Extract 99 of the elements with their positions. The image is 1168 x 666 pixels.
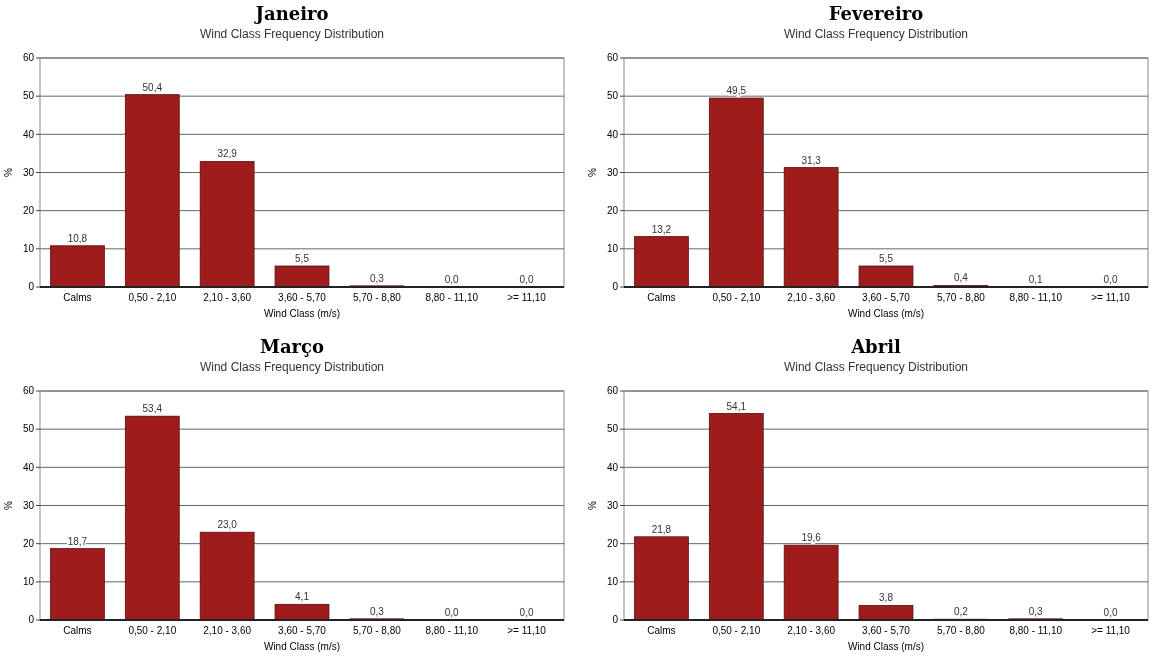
- x-tick-label: 5,70 - 8,80: [936, 292, 986, 303]
- chart-title: Março: [259, 336, 325, 357]
- x-tick-label: 0,50 - 2,10: [128, 292, 177, 303]
- x-tick-label: 8,80 - 11,10: [1009, 292, 1063, 303]
- data-label: 19,6: [801, 532, 822, 544]
- x-tick-label: >= 11,10: [507, 625, 547, 636]
- data-label: 0,3: [369, 272, 385, 284]
- y-tick-label: 0: [612, 281, 619, 293]
- data-label: 5,5: [295, 253, 310, 265]
- y-tick-label: 10: [606, 243, 619, 255]
- data-label: 0,0: [1103, 274, 1118, 285]
- x-tick-label: 0,50 - 2,10: [128, 625, 177, 636]
- y-tick-label: 20: [606, 537, 619, 549]
- x-tick-label: 5,70 - 8,80: [936, 625, 986, 636]
- y-tick-label: 60: [606, 385, 619, 397]
- x-tick-label: 8,80 - 11,10: [425, 625, 479, 636]
- x-tick-label: Calms: [63, 292, 92, 303]
- x-tick-label: 2,10 - 3,60: [203, 292, 252, 303]
- data-label: 4,1: [295, 591, 310, 603]
- y-tick-label: 0: [28, 281, 35, 293]
- x-tick-label: 2,10 - 3,60: [787, 625, 836, 636]
- x-axis-title: Wind Class (m/s): [263, 641, 341, 652]
- x-tick-label: Calms: [647, 292, 676, 303]
- data-label: 53,4: [142, 403, 163, 415]
- data-label: 32,9: [217, 148, 238, 160]
- data-label: 0,2: [953, 606, 969, 618]
- chart-title: Janeiro: [253, 3, 329, 24]
- x-axis-title: Wind Class (m/s): [847, 308, 925, 319]
- y-tick-label: 20: [22, 204, 35, 216]
- x-tick-label: 3,60 - 5,70: [278, 625, 327, 636]
- data-label: 0,1: [1028, 273, 1044, 285]
- data-label: 31,3: [801, 154, 822, 166]
- y-tick-label: 30: [606, 499, 619, 511]
- y-tick-label: 40: [606, 461, 619, 473]
- chart-title: Abril: [850, 336, 902, 357]
- y-tick-label: 10: [22, 576, 35, 588]
- x-tick-label: 2,10 - 3,60: [203, 625, 252, 636]
- x-tick-label: 5,70 - 8,80: [352, 625, 402, 636]
- data-label: 0,0: [1103, 607, 1118, 618]
- data-label: 10,8: [67, 232, 88, 244]
- data-label: 3,8: [879, 592, 894, 604]
- chart-subtitle: Wind Class Frequency Distribution: [199, 27, 385, 41]
- data-label: 0,0: [519, 607, 534, 618]
- y-tick-label: 20: [606, 204, 619, 216]
- data-label: 0,0: [519, 274, 534, 285]
- x-tick-label: >= 11,10: [1091, 625, 1131, 636]
- y-tick-label: 60: [606, 52, 619, 64]
- x-tick-label: 2,10 - 3,60: [787, 292, 836, 303]
- x-tick-label: 0,50 - 2,10: [712, 625, 761, 636]
- data-label: 21,8: [651, 523, 672, 535]
- x-tick-label: 3,60 - 5,70: [862, 625, 911, 636]
- x-tick-label: 0,50 - 2,10: [712, 292, 761, 303]
- data-label: 0,3: [369, 605, 385, 617]
- y-tick-label: 50: [606, 423, 619, 435]
- chart-subtitle: Wind Class Frequency Distribution: [783, 360, 969, 374]
- data-label: 0,3: [1028, 605, 1044, 617]
- data-label: 54,1: [726, 400, 747, 412]
- x-tick-label: 3,60 - 5,70: [862, 292, 911, 303]
- y-tick-label: 10: [22, 243, 35, 255]
- x-tick-label: 8,80 - 11,10: [425, 292, 479, 303]
- y-tick-label: 50: [606, 90, 619, 102]
- y-axis-title: %: [587, 500, 598, 510]
- x-tick-label: 3,60 - 5,70: [278, 292, 327, 303]
- x-tick-label: 5,70 - 8,80: [352, 292, 402, 303]
- x-tick-label: Calms: [63, 625, 92, 636]
- data-label: 5,5: [879, 253, 894, 265]
- data-label: 23,0: [217, 519, 238, 531]
- data-label: 13,2: [651, 223, 672, 235]
- y-axis-title: %: [587, 167, 598, 177]
- y-tick-label: 40: [22, 128, 35, 140]
- data-label: 50,4: [142, 81, 163, 93]
- y-tick-label: 60: [22, 385, 35, 397]
- data-label: 0,4: [953, 272, 969, 284]
- y-tick-label: 10: [606, 576, 619, 588]
- data-label: 49,5: [726, 85, 747, 97]
- x-tick-label: 8,80 - 11,10: [1009, 625, 1063, 636]
- y-tick-label: 0: [28, 614, 35, 626]
- x-tick-label: >= 11,10: [507, 292, 547, 303]
- chart-subtitle: Wind Class Frequency Distribution: [783, 27, 969, 41]
- y-tick-label: 30: [606, 166, 619, 178]
- y-tick-label: 20: [22, 537, 35, 549]
- data-label: 0,0: [444, 274, 460, 285]
- x-axis-title: Wind Class (m/s): [847, 641, 925, 652]
- chart-subtitle: Wind Class Frequency Distribution: [199, 360, 385, 374]
- y-tick-label: 40: [22, 461, 35, 473]
- y-axis-title: %: [3, 167, 14, 177]
- y-tick-label: 50: [22, 90, 35, 102]
- data-label: 0,0: [444, 607, 460, 618]
- chart-title: Fevereiro: [828, 3, 924, 24]
- y-tick-label: 30: [22, 499, 35, 511]
- y-tick-label: 30: [22, 166, 35, 178]
- x-tick-label: Calms: [647, 625, 676, 636]
- y-tick-label: 0: [612, 614, 619, 626]
- y-tick-label: 40: [606, 128, 619, 140]
- y-tick-label: 50: [22, 423, 35, 435]
- y-tick-label: 60: [22, 52, 35, 64]
- y-axis-title: %: [3, 500, 14, 510]
- x-tick-label: >= 11,10: [1091, 292, 1131, 303]
- x-axis-title: Wind Class (m/s): [263, 308, 341, 319]
